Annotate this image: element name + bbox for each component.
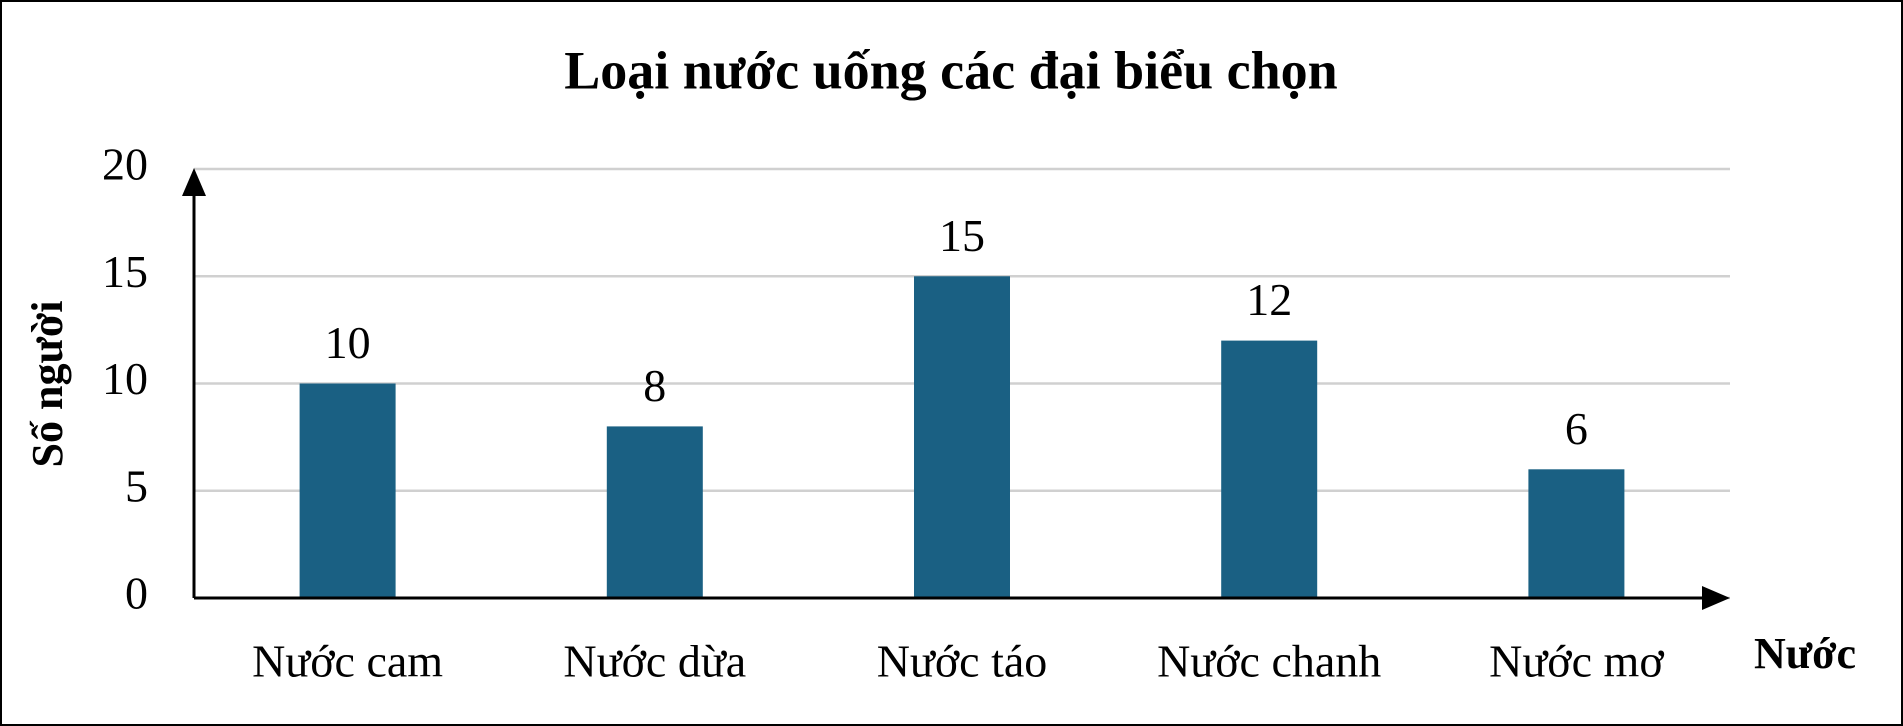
value-label: 10 [325,317,371,368]
y-axis-arrow [182,168,206,196]
x-tick-label: Nước táo [877,636,1048,687]
bar [606,426,703,598]
y-axis-label: Số người [23,301,72,468]
y-tick-label: 10 [102,353,148,404]
bar [299,383,396,598]
value-label: 6 [1565,403,1588,454]
bar [914,276,1010,598]
x-tick-label: Nước chanh [1157,636,1381,687]
x-tick-label: Nước mơ [1489,636,1664,687]
value-label: 8 [643,360,666,411]
y-tick-label: 5 [125,460,148,511]
value-label: 12 [1246,274,1292,325]
y-tick-label: 0 [125,568,148,619]
chart-title: Loại nước uống các đại biểu chọn [564,40,1337,100]
x-axis-arrow [1702,586,1730,610]
x-axis-label: Nước [1754,629,1856,678]
x-tick-label: Nước dừa [563,636,746,687]
y-tick-label: 20 [102,139,148,190]
bar [1528,469,1625,598]
bar [1221,340,1318,598]
x-tick-label: Nước cam [252,636,443,687]
y-tick-label: 15 [102,246,148,297]
value-label: 15 [939,210,985,261]
